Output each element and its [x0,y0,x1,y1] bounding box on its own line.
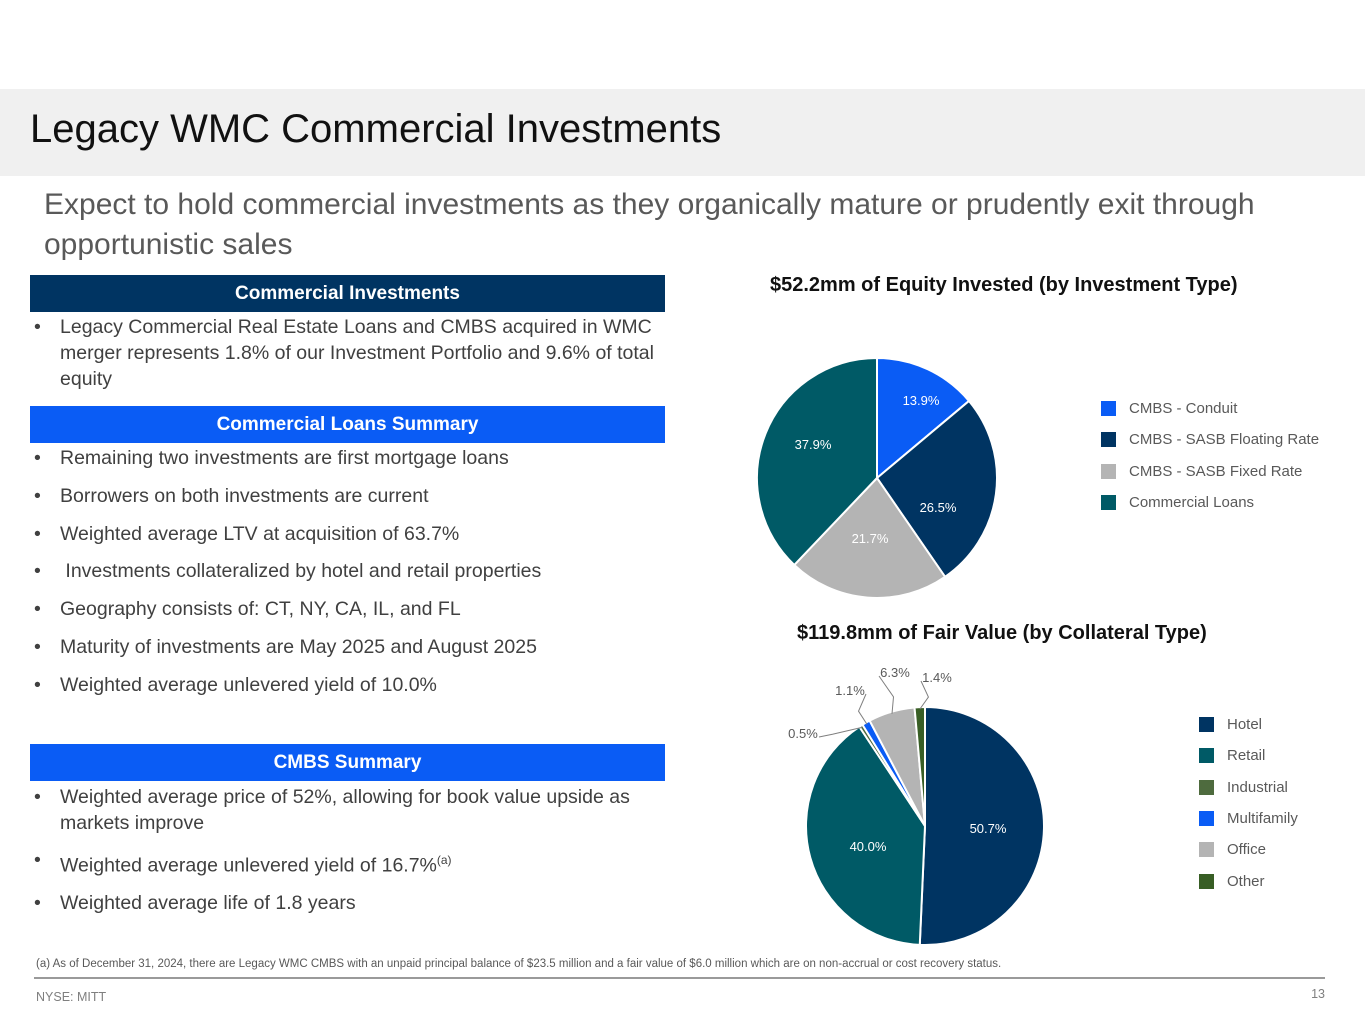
legend-swatch [1101,432,1116,448]
legend-label: Other [1227,872,1265,890]
fair-value-chart-legend: Hotel Retail Industrial Multifamily Offi… [1199,709,1298,897]
equity-chart-title: $52.2mm of Equity Invested (by Investmen… [770,274,1238,296]
data-label-cmbs-conduit: 13.9% [903,393,940,408]
pie-slice-cmbs-sasb-fixed-rate [792,476,947,599]
legend-label: Industrial [1227,778,1288,796]
legend-item-retail: Retail [1199,740,1298,771]
legend-swatch [1199,748,1214,764]
pie-slice-commercial-loans [756,356,878,567]
loans-summary-header: Commercial Loans Summary [30,406,665,443]
footer-divider [34,977,1325,979]
legend-label: CMBS - SASB Fixed Rate [1129,462,1303,480]
leader-line-industrial [818,726,863,738]
loans-summary-list: Remaining two investments are first mort… [34,445,654,698]
pie-slice-other [913,705,926,827]
yield-text: Weighted average unlevered yield of 16.7… [60,854,437,877]
legend-label: CMBS - Conduit [1129,400,1238,418]
leader-line-other [919,680,930,710]
list-item: Borrowers on both investments are curren… [34,483,654,509]
pie-slice-cmbs-sasb-floating-rate [875,399,998,579]
legend-label: Commercial Loans [1129,494,1255,512]
legend-item-hotel: Hotel [1199,709,1298,740]
legend-item-cmbs-sasb-floating: CMBS - SASB Floating Rate [1101,424,1319,455]
list-item: Maturity of investments are May 2025 and… [34,634,654,660]
list-item: Geography consists of: CT, NY, CA, IL, a… [34,596,654,622]
legend-swatch [1101,495,1116,511]
legend-label: CMBS - SASB Floating Rate [1129,431,1320,449]
legend-item-industrial: Industrial [1199,772,1298,803]
leader-line-office [878,675,895,714]
list-item: Weighted average life of 1.8 years [34,890,654,916]
cmbs-summary-header: CMBS Summary [30,744,665,781]
pie-slice-cmbs-conduit [876,356,971,481]
list-item: Weighted average unlevered yield of 10.0… [34,672,654,698]
legend-swatch [1199,779,1214,795]
legend-item-office: Office [1199,834,1298,865]
footer-ticker: NYSE: MITT [36,990,107,1004]
fair-value-chart-title: $119.8mm of Fair Value (by Collateral Ty… [797,622,1207,644]
legend-swatch [1199,842,1214,858]
footnote: (a) As of December 31, 2024, there are L… [36,958,1002,970]
legend-item-multifamily: Multifamily [1199,803,1298,834]
footnote-marker: (a) [436,853,452,867]
list-item: Investments collateralized by hotel and … [34,558,654,584]
list-item: Legacy Commercial Real Estate Loans and … [34,314,654,392]
legend-item-cmbs-conduit: CMBS - Conduit [1101,393,1319,424]
legend-swatch [1199,811,1214,827]
legend-label: Multifamily [1227,810,1298,828]
data-label-commercial-loans: 37.9% [795,437,832,452]
title-band: Legacy WMC Commercial Investments [0,89,1365,176]
legend-swatch [1199,717,1214,733]
page-subtitle: Expect to hold commercial investments as… [44,188,1255,261]
data-label-industrial: 0.5% [788,726,818,741]
legend-item-other: Other [1199,865,1298,896]
legend-swatch [1199,873,1214,889]
list-item: Remaining two investments are first mort… [34,445,654,471]
legend-item-commercial-loans: Commercial Loans [1101,487,1319,518]
data-label-multifamily: 1.1% [835,683,865,698]
commercial-investments-header: Commercial Investments [30,275,665,312]
page-number: 13 [1311,987,1325,1001]
page-title: Legacy WMC Commercial Investments [30,107,722,151]
data-label-retail: 40.0% [850,839,887,854]
legend-label: Office [1227,841,1266,859]
data-label-hotel: 50.7% [970,821,1007,836]
data-label-other: 1.4% [922,670,952,685]
legend-label: Retail [1227,747,1266,765]
data-label-cmbs-sasb-floating-rate: 26.5% [920,500,957,515]
data-label-office: 6.3% [880,665,910,680]
cmbs-summary-list: Weighted average price of 52%, allowing … [34,784,654,916]
pie-slice-hotel [918,705,1045,946]
list-item: Weighted average LTV at acquisition of 6… [34,521,654,547]
legend-item-cmbs-sasb-fixed: CMBS - SASB Fixed Rate [1101,456,1319,487]
list-item: Weighted average unlevered yield of 16.7… [34,847,654,879]
legend-label: Hotel [1227,716,1263,734]
list-item: Weighted average price of 52%, allowing … [34,784,654,836]
legend-swatch [1101,463,1116,479]
leader-line-multifamily [857,693,868,725]
commercial-investments-list: Legacy Commercial Real Estate Loans and … [34,314,654,392]
equity-chart-legend: CMBS - Conduit CMBS - SASB Floating Rate… [1101,393,1319,518]
data-label-cmbs-sasb-fixed-rate: 21.7% [852,531,889,546]
legend-swatch [1101,401,1116,417]
